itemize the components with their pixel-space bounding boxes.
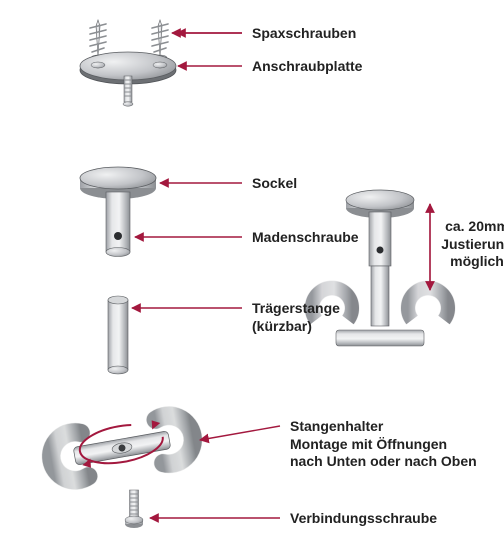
- part-verbindungsschraube: [125, 490, 143, 528]
- label-spaxschrauben: Spaxschrauben: [252, 25, 356, 43]
- label-justierung: ca. 20mm Justierung möglich: [437, 218, 504, 271]
- part-sockel: [80, 167, 156, 257]
- label-sockel: Sockel: [252, 175, 297, 193]
- label-anschraubplatte: Anschraubplatte: [252, 58, 362, 76]
- part-traegerstange: [108, 296, 128, 374]
- label-stangenhalter: Stangenhalter Montage mit Öffnungen nach…: [290, 418, 500, 471]
- part-anschraubplatte: [80, 52, 176, 106]
- label-traegerstange: Trägerstange (kürzbar): [252, 300, 462, 335]
- label-verbindungsschraube: Verbindungsschraube: [290, 510, 437, 528]
- label-madenschraube: Madenschraube: [252, 229, 359, 247]
- part-stangenhalter-exploded: [47, 412, 196, 484]
